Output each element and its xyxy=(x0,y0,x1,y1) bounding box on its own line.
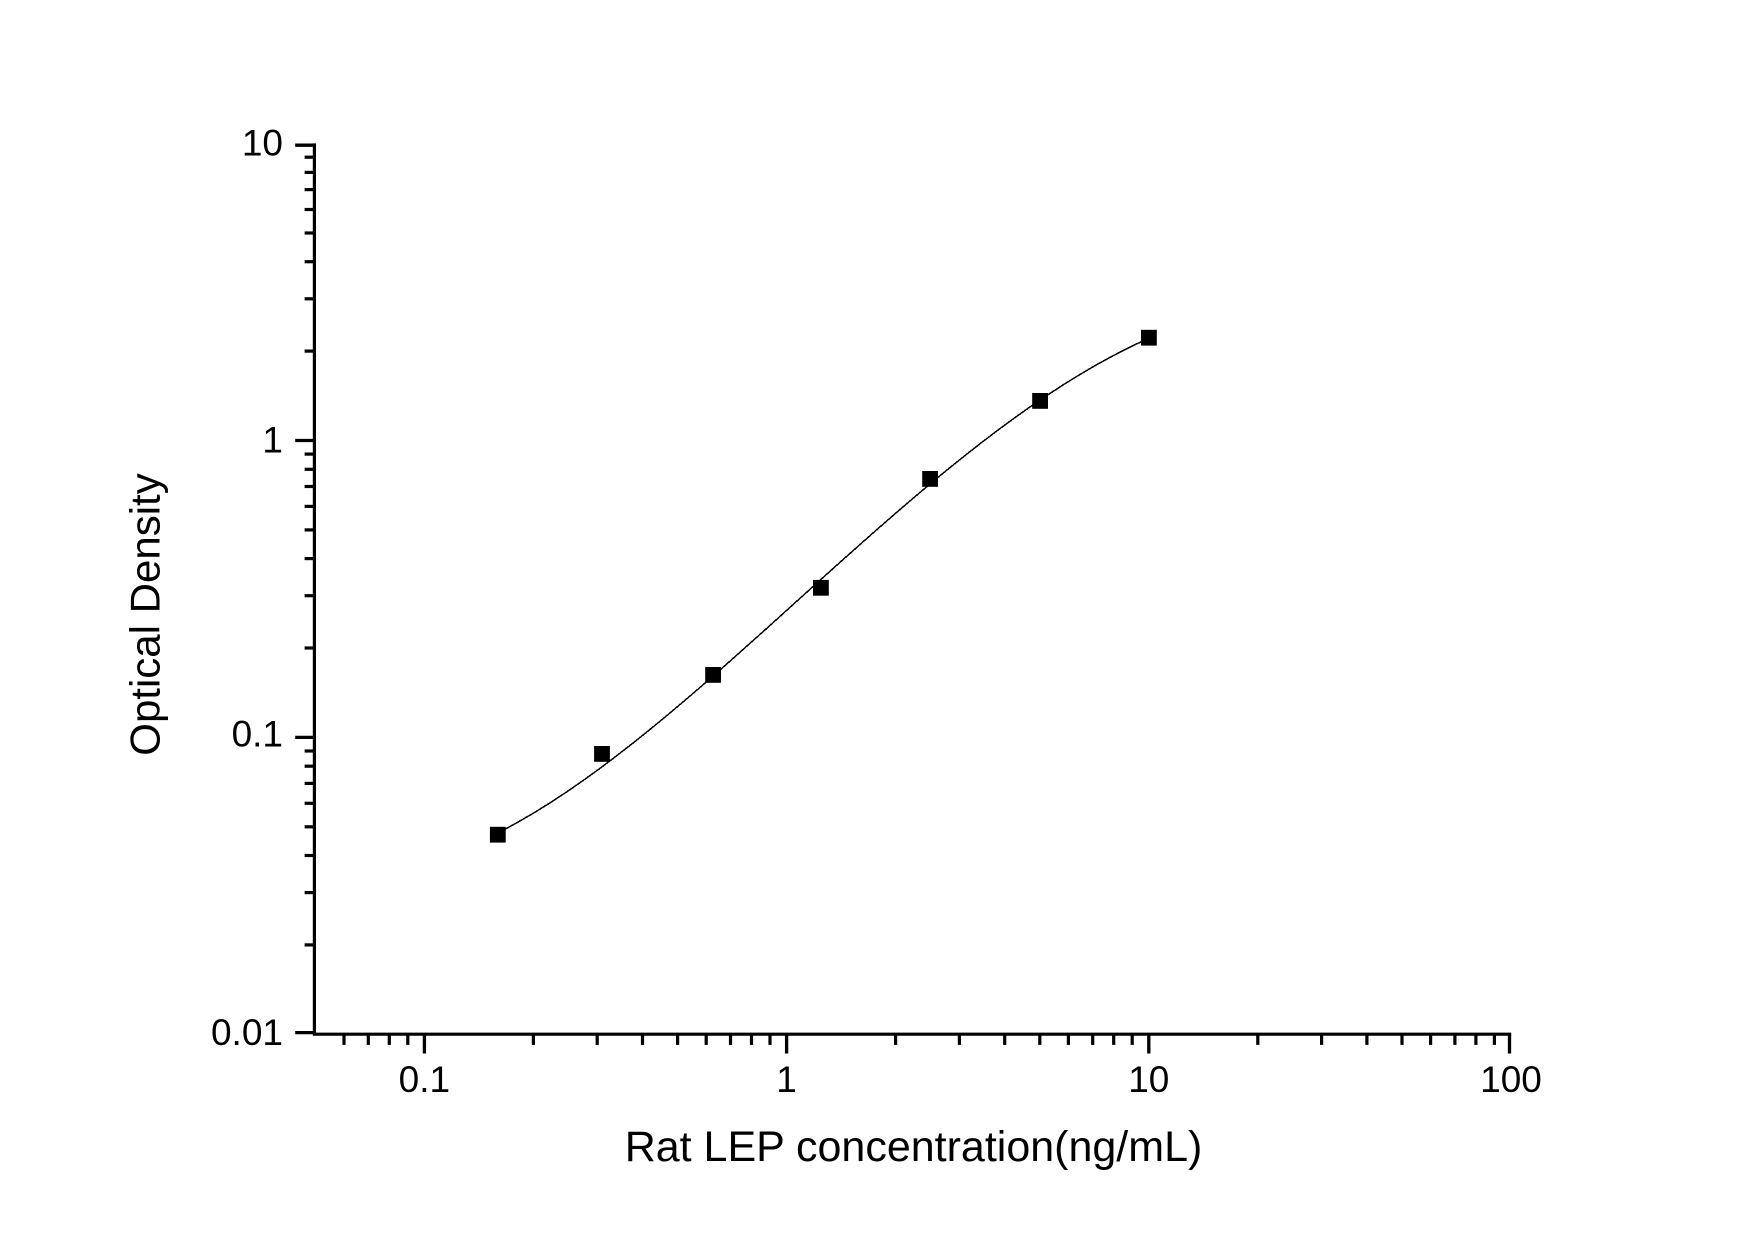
svg-text:0.1: 0.1 xyxy=(399,1059,450,1100)
svg-text:1: 1 xyxy=(776,1059,797,1100)
svg-text:10: 10 xyxy=(1128,1059,1169,1100)
svg-text:1: 1 xyxy=(262,420,283,461)
svg-text:100: 100 xyxy=(1480,1059,1542,1100)
svg-text:0.1: 0.1 xyxy=(232,714,283,755)
svg-text:Rat LEP concentration(ng/mL): Rat LEP concentration(ng/mL) xyxy=(625,1123,1203,1171)
svg-text:10: 10 xyxy=(242,123,283,164)
svg-text:Optical Density: Optical Density xyxy=(122,473,169,755)
svg-text:0.01: 0.01 xyxy=(211,1012,283,1053)
